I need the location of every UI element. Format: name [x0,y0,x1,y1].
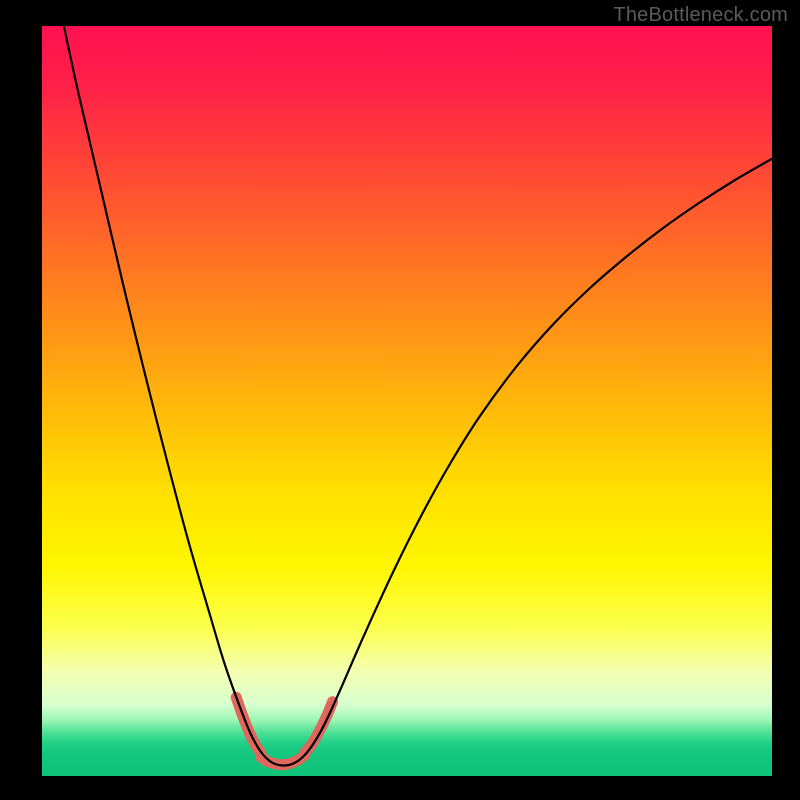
bottleneck-chart [42,26,772,776]
watermark-text: TheBottleneck.com [613,4,788,27]
plot-area [42,26,772,776]
